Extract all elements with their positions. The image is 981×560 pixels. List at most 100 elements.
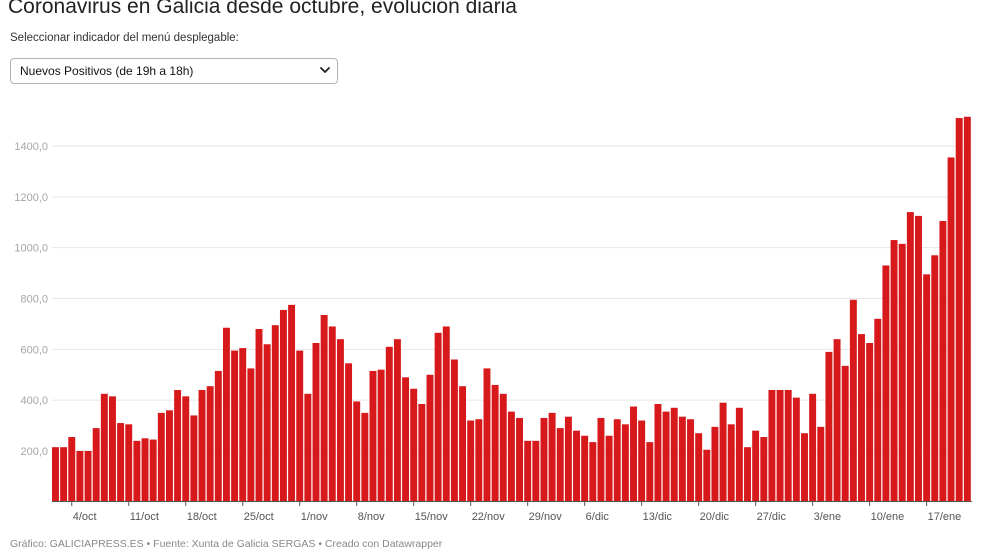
- bar: [630, 406, 637, 501]
- dropdown-label: Seleccionar indicador del menú desplegab…: [10, 32, 239, 44]
- bar: [133, 440, 141, 501]
- bar: [825, 351, 833, 502]
- bar: [621, 424, 629, 501]
- y-tick-label: 1400,0: [14, 141, 48, 153]
- bar: [947, 157, 955, 501]
- bar: [613, 419, 621, 501]
- bar: [222, 327, 230, 501]
- y-tick-label: 400,0: [20, 395, 48, 407]
- bar: [483, 368, 491, 501]
- bar: [117, 423, 125, 501]
- bar: [231, 350, 239, 501]
- bar: [776, 390, 784, 501]
- bar: [214, 370, 222, 501]
- bar: [60, 447, 68, 501]
- y-tick-label: 1200,0: [14, 192, 48, 204]
- bar: [744, 447, 751, 501]
- bar: [670, 407, 678, 501]
- bar: [752, 430, 760, 501]
- bar: [499, 393, 507, 501]
- bar: [108, 396, 116, 501]
- x-tick-label: 1/nov: [301, 511, 328, 523]
- bar: [475, 419, 483, 501]
- chevron-down-icon: [320, 67, 330, 73]
- x-tick-label: 3/ene: [814, 511, 842, 523]
- x-tick-label: 17/ene: [928, 511, 962, 523]
- bar: [190, 415, 198, 501]
- bar: [418, 403, 426, 501]
- bar: [719, 402, 727, 501]
- bar: [532, 440, 540, 501]
- footer-credits: Gráfico: GALICIAPRESS.ES • Fuente: Xunta…: [10, 538, 442, 550]
- bar: [320, 315, 328, 501]
- bar: [434, 332, 442, 501]
- bar: [84, 451, 92, 501]
- bar: [548, 412, 556, 502]
- bar: [361, 412, 369, 502]
- bar: [288, 304, 296, 501]
- bar: [92, 428, 100, 502]
- x-tick-label: 18/oct: [187, 511, 217, 523]
- bar: [841, 365, 849, 501]
- x-tick-label: 20/dic: [700, 511, 730, 523]
- bar: [507, 411, 515, 501]
- bar: [638, 420, 646, 501]
- bar: [695, 433, 703, 501]
- bar: [263, 344, 271, 501]
- bar: [336, 339, 344, 501]
- bar: [491, 384, 499, 501]
- bar: [955, 118, 963, 501]
- bar: [784, 390, 792, 501]
- footer-fuente: Fuente: Xunta de Galicia SERGAS: [153, 538, 316, 550]
- bar: [727, 424, 735, 501]
- bar: [556, 428, 564, 502]
- bar: [605, 435, 613, 501]
- bar: [540, 417, 548, 501]
- bar: [524, 440, 532, 501]
- bar: [882, 265, 890, 501]
- indicator-select[interactable]: Nuevos Positivos (de 19h a 18h): [10, 58, 338, 84]
- bar: [247, 368, 255, 501]
- bar: [157, 412, 165, 502]
- x-tick-label: 27/dic: [757, 511, 787, 523]
- bar: [385, 346, 393, 501]
- bar: [467, 420, 475, 501]
- footer-grafico: Gráfico: GALICIAPRESS.ES: [10, 538, 144, 550]
- bar: [353, 401, 361, 501]
- bar: [858, 334, 865, 501]
- bar: [817, 426, 825, 501]
- bar: [76, 451, 84, 501]
- bar: [581, 435, 589, 501]
- bar: [809, 393, 817, 501]
- chart-title: Coronavirus en Galicia desde octubre, ev…: [8, 0, 517, 18]
- y-tick-label: 200,0: [20, 446, 48, 458]
- bar: [711, 426, 719, 501]
- bar: [255, 329, 263, 501]
- bar: [849, 299, 857, 501]
- bar: [328, 326, 336, 501]
- x-tick-label: 29/nov: [529, 511, 563, 523]
- footer-separator: •: [315, 538, 325, 550]
- bar: [410, 388, 418, 501]
- bar: [369, 370, 377, 501]
- bar: [801, 433, 808, 501]
- bar: [768, 390, 776, 501]
- bar: [206, 386, 214, 501]
- bar: [125, 424, 133, 501]
- x-tick-label: 6/dic: [586, 511, 610, 523]
- bar: [662, 411, 670, 501]
- y-tick-label: 1000,0: [14, 243, 48, 255]
- footer-separator: •: [143, 538, 154, 550]
- y-tick-label: 600,0: [20, 344, 48, 356]
- bar: [597, 417, 605, 501]
- bar: [654, 403, 662, 501]
- bar: [874, 318, 882, 501]
- bar: [52, 447, 59, 501]
- bar: [182, 396, 190, 501]
- bar: [735, 407, 743, 501]
- x-tick-label: 13/dic: [643, 511, 673, 523]
- bar: [931, 255, 939, 501]
- bar: [923, 274, 931, 501]
- bar: [165, 410, 173, 501]
